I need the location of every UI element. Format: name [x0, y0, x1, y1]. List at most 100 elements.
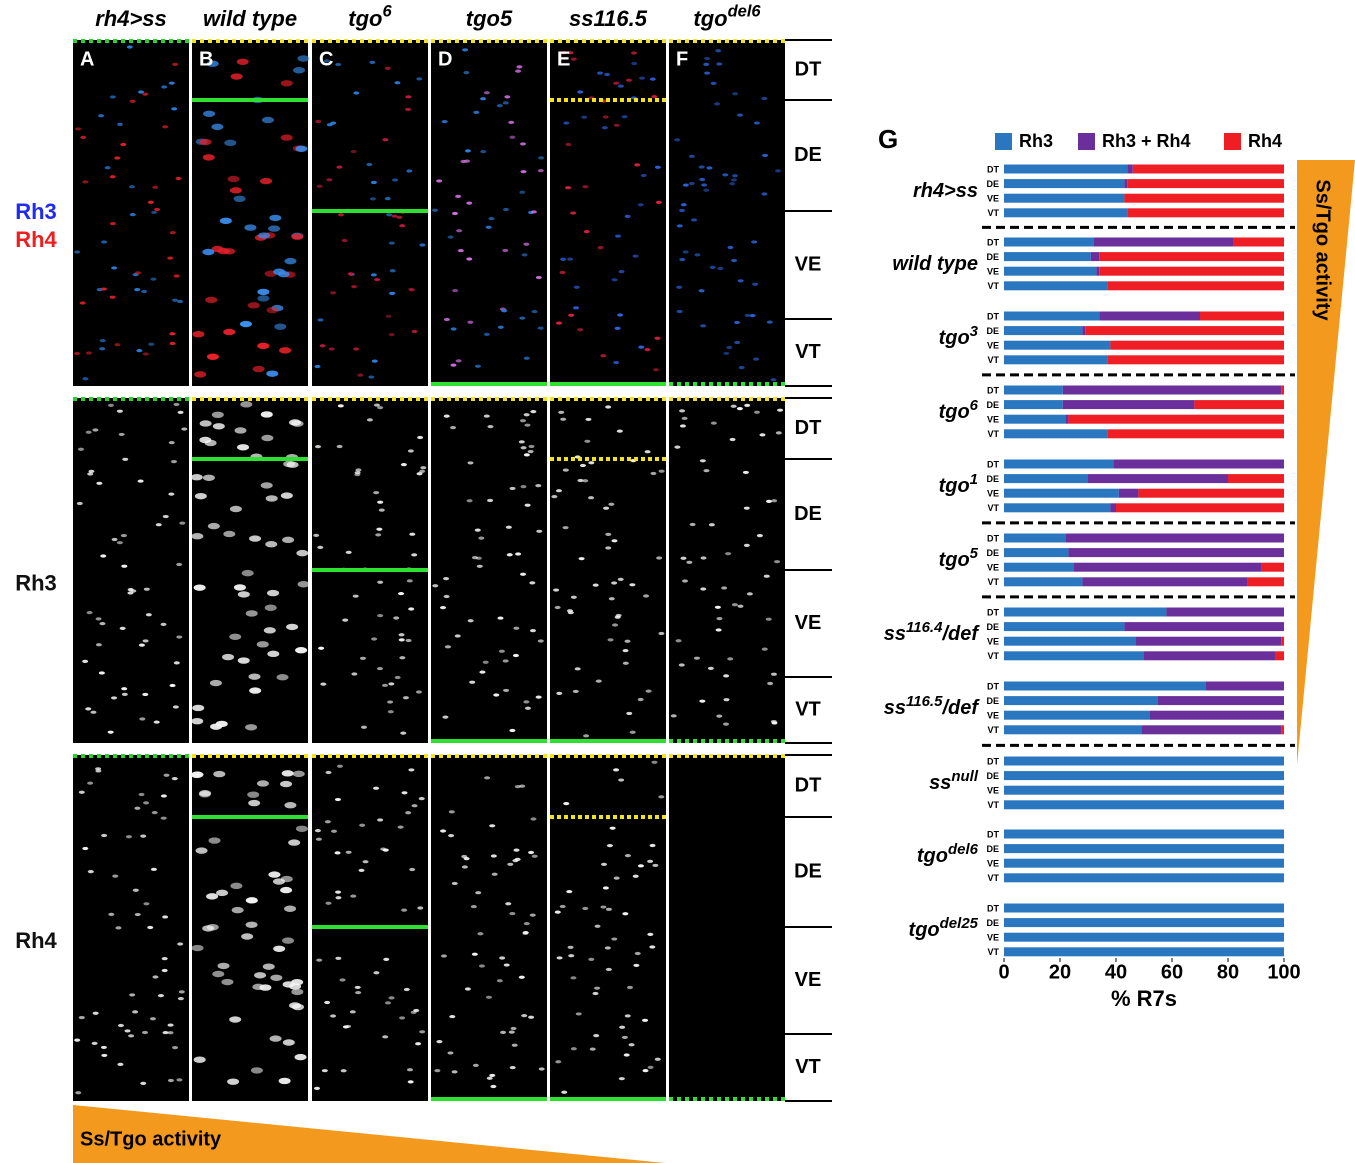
cell-speck — [645, 689, 652, 693]
cell-speck — [134, 912, 141, 917]
cell-speck — [205, 296, 218, 304]
cell-speck — [436, 1040, 443, 1044]
bar-segment — [1261, 562, 1284, 572]
cell-speck — [206, 353, 219, 360]
cell-speck — [466, 201, 473, 205]
cell-speck — [727, 657, 734, 661]
label-base: tgo — [939, 475, 970, 497]
cell-speck — [162, 1030, 169, 1035]
cell-speck — [140, 1081, 147, 1085]
cell-speck — [388, 682, 395, 686]
cell-speck — [370, 180, 377, 185]
cell-speck — [767, 681, 774, 686]
cell-speck — [734, 340, 741, 345]
cell-speck — [730, 178, 737, 182]
cell-speck — [538, 1067, 545, 1071]
cell-speck — [358, 868, 365, 872]
cell-speck — [651, 760, 658, 764]
cell-speck — [485, 995, 492, 999]
cell-speck — [168, 441, 175, 445]
cell-speck — [520, 170, 527, 174]
cell-speck — [536, 529, 543, 533]
cell-speck — [237, 591, 250, 598]
cell-speck — [336, 444, 343, 449]
cell-speck — [570, 211, 577, 215]
cell-speck — [248, 673, 261, 680]
region-label: VE — [987, 859, 999, 869]
cell-speck — [560, 417, 567, 421]
cell-speck — [168, 81, 175, 85]
cell-speck — [644, 450, 651, 454]
cell-speck — [524, 503, 531, 507]
cell-speck — [613, 81, 620, 85]
cell-speck — [376, 666, 383, 671]
cell-speck — [377, 614, 384, 618]
cell-speck — [145, 613, 152, 617]
cell-speck — [487, 425, 494, 429]
cell-speck — [382, 1035, 389, 1039]
cell-speck — [765, 617, 772, 621]
cell-speck — [409, 867, 416, 872]
cell-speck — [622, 661, 629, 665]
cell-speck — [241, 569, 254, 577]
cell-speck — [82, 659, 89, 663]
cell-speck — [260, 482, 273, 489]
cell-speck — [621, 1035, 628, 1040]
label-sup: 116.4 — [906, 619, 943, 636]
cell-speck — [589, 1047, 596, 1051]
cell-speck — [729, 182, 736, 186]
cell-speck — [491, 872, 498, 876]
bar-segment — [1144, 651, 1276, 661]
cell-speck — [114, 156, 121, 160]
cell-speck — [176, 635, 183, 639]
cell-speck — [770, 378, 777, 382]
label-sup: 6 — [970, 397, 979, 414]
cell-speck — [475, 891, 482, 895]
cell-speck — [169, 332, 176, 336]
cell-speck — [455, 359, 462, 363]
cell-speck — [409, 532, 416, 536]
cell-speck — [229, 187, 242, 194]
cell-speck — [381, 683, 388, 687]
cell-speck — [415, 690, 422, 694]
label-sup: 1 — [970, 471, 978, 488]
cell-speck — [134, 287, 141, 292]
cell-speck — [509, 728, 516, 733]
bar-segment — [1004, 400, 1063, 410]
cell-speck — [605, 546, 612, 550]
label: rh4>ss — [95, 6, 167, 31]
label: tgo1 — [939, 471, 978, 497]
cell-speck — [490, 854, 497, 858]
micrograph — [192, 40, 308, 386]
bar-segment — [1141, 725, 1282, 735]
cell-speck — [248, 799, 261, 807]
cell-speck — [467, 320, 474, 324]
cell-speck — [703, 62, 710, 66]
cell-speck — [738, 366, 745, 370]
cell-speck — [436, 179, 443, 183]
bar-segment — [1124, 179, 1128, 189]
cell-speck — [168, 492, 175, 496]
cell-speck — [570, 1047, 577, 1051]
row-label: Rh3 — [15, 570, 57, 595]
cell-speck — [399, 224, 406, 228]
cell-speck — [373, 491, 380, 495]
cell-speck — [411, 553, 418, 557]
cell-speck — [581, 115, 588, 119]
cell-speck — [244, 224, 257, 231]
cell-speck — [297, 55, 310, 62]
cell-speck — [701, 183, 708, 187]
cell-speck — [717, 266, 724, 271]
cell-speck — [637, 697, 644, 702]
cell-speck — [247, 302, 260, 309]
cell-speck — [417, 435, 424, 440]
region-label: DT — [987, 533, 999, 543]
cell-speck — [278, 1077, 291, 1085]
cell-speck — [313, 533, 320, 537]
cell-speck — [233, 584, 246, 591]
cell-speck — [553, 588, 560, 592]
cell-speck — [335, 890, 342, 894]
cell-speck — [516, 65, 523, 69]
cell-speck — [483, 332, 490, 336]
cell-speck — [649, 77, 656, 81]
